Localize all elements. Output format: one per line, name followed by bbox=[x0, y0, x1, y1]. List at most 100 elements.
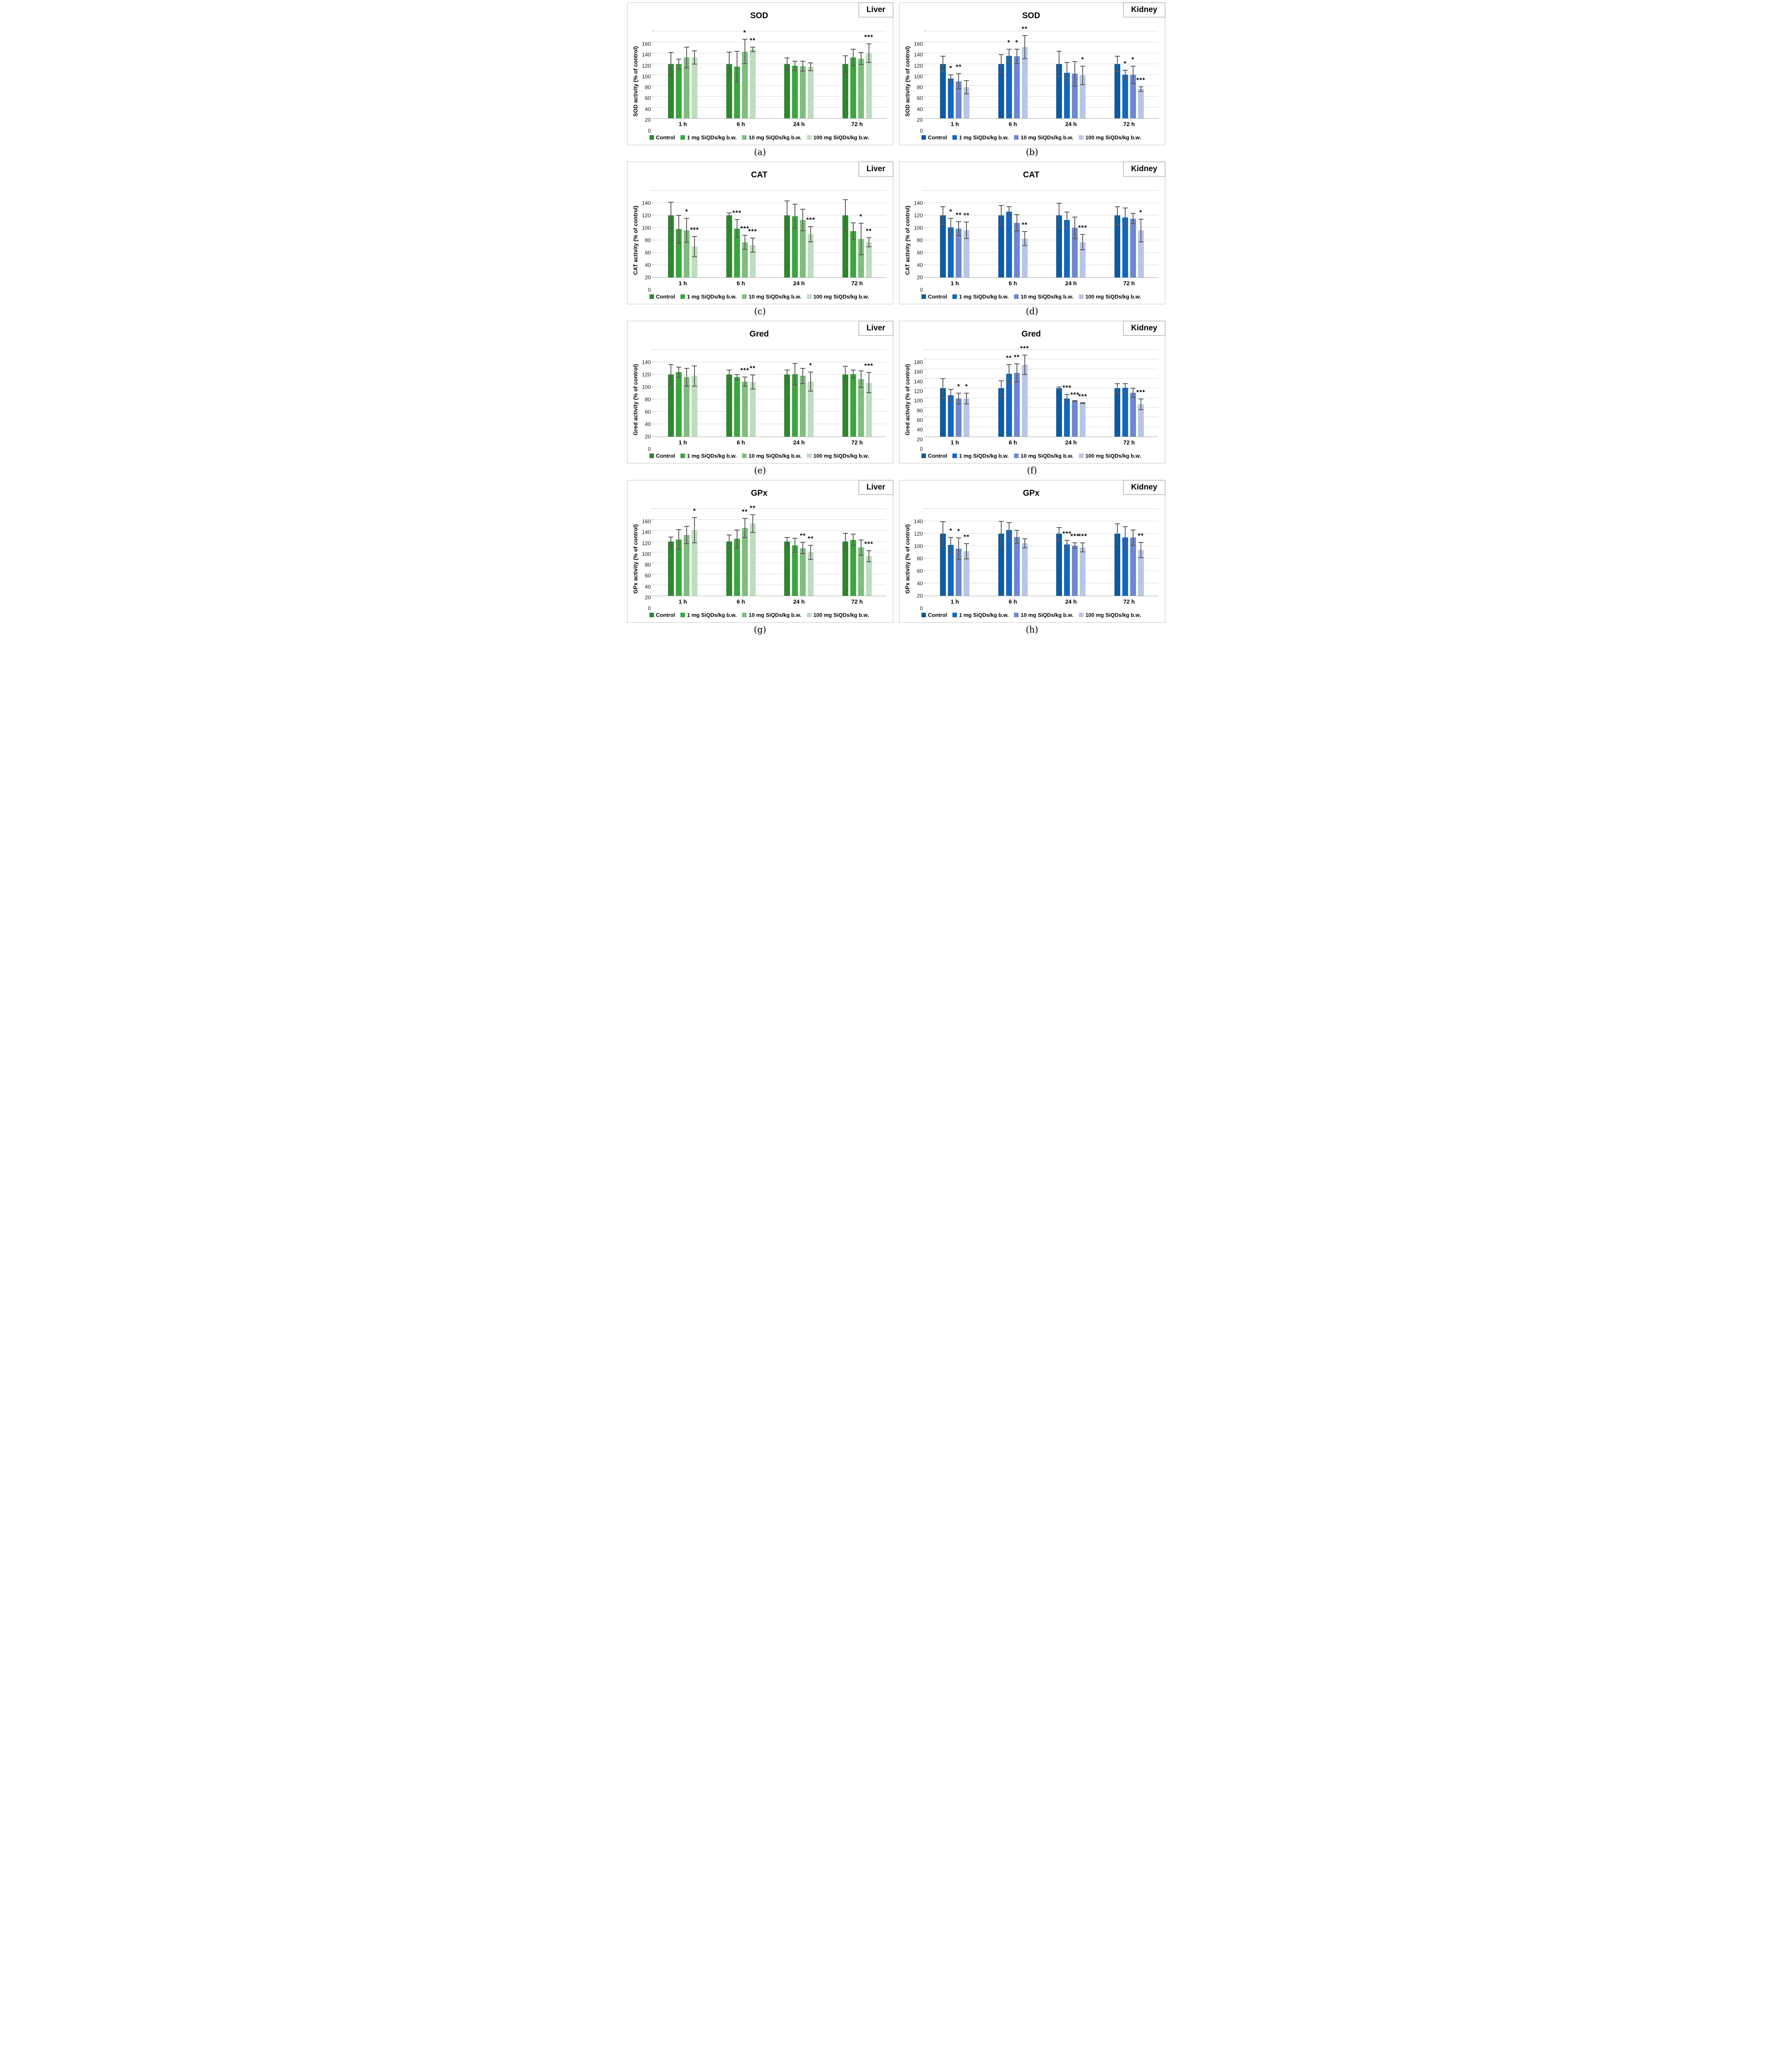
bar bbox=[749, 49, 756, 118]
bar bbox=[964, 551, 970, 596]
y-axis-title: SOD activity (% of control) bbox=[904, 46, 911, 117]
legend-item: 1 mg SiQDs/kg b.w. bbox=[952, 453, 1009, 459]
error-bar bbox=[792, 363, 798, 385]
x-category-label: 1 h bbox=[950, 121, 959, 127]
bar bbox=[784, 64, 790, 118]
error-bar bbox=[1057, 527, 1062, 541]
panel-f: Gred Kidney Gred activity (% of control)… bbox=[899, 321, 1165, 463]
y-tick-mark bbox=[651, 436, 654, 437]
panel-cell-c: CAT Liver CAT activity (% of control) 0 2… bbox=[627, 162, 893, 320]
plot-area: * ** * * ** * * * *** bbox=[923, 26, 1158, 119]
bar bbox=[734, 228, 740, 277]
y-tick-label: 40 bbox=[917, 262, 923, 268]
error-bar bbox=[734, 51, 740, 83]
y-tick-label: 160 bbox=[914, 368, 923, 375]
panel-header: GPx Liver bbox=[632, 480, 893, 501]
gridline bbox=[926, 190, 1158, 191]
panel-b: SOD Kidney SOD activity (% of control) 0… bbox=[899, 2, 1165, 145]
chart-title: Gred bbox=[749, 330, 769, 339]
legend-label: 10 mg SiQDs/kg b.w. bbox=[749, 134, 802, 141]
y-tick-label: 0 bbox=[920, 127, 923, 134]
significance-marker: * bbox=[1007, 39, 1011, 46]
error-bar bbox=[842, 366, 848, 383]
bar bbox=[1006, 56, 1012, 118]
legend-swatch bbox=[1079, 454, 1083, 458]
legend-label: 1 mg SiQDs/kg b.w. bbox=[687, 294, 737, 300]
significance-marker: ** bbox=[1138, 532, 1144, 540]
legend-item: 100 mg SiQDs/kg b.w. bbox=[1079, 612, 1141, 618]
y-tick-mark bbox=[923, 190, 926, 191]
y-tick-mark bbox=[651, 252, 654, 253]
y-tick-label: 20 bbox=[917, 274, 923, 281]
error-bar bbox=[940, 56, 946, 72]
bar bbox=[734, 539, 740, 596]
gridline bbox=[654, 74, 886, 75]
bar bbox=[1021, 238, 1028, 277]
y-tick-mark bbox=[651, 411, 654, 412]
y-tick-label: 140 bbox=[642, 359, 651, 365]
y-axis-title: Gred activity (% of control) bbox=[904, 364, 911, 435]
bar bbox=[948, 545, 954, 596]
error-bar bbox=[948, 537, 954, 553]
bar bbox=[684, 535, 690, 596]
y-tick-label: 20 bbox=[645, 594, 651, 601]
bar bbox=[749, 245, 756, 277]
significance-marker: * bbox=[693, 507, 696, 515]
gridline bbox=[654, 96, 886, 97]
legend-swatch bbox=[807, 294, 811, 299]
bar bbox=[749, 382, 756, 437]
bar bbox=[692, 530, 698, 596]
panel-cell-b: SOD Kidney SOD activity (% of control) 0… bbox=[899, 2, 1165, 161]
error-bar bbox=[1122, 207, 1128, 227]
y-tick-label: 20 bbox=[917, 592, 923, 599]
gridline bbox=[654, 227, 886, 228]
y-tick-label: 20 bbox=[645, 433, 651, 440]
y-tick-label: 20 bbox=[645, 117, 651, 123]
x-category-label: 1 h bbox=[950, 439, 959, 446]
panel-caption: (f) bbox=[1027, 466, 1037, 475]
gridline bbox=[926, 349, 1158, 350]
bar bbox=[1064, 398, 1070, 437]
panel-caption: (h) bbox=[1026, 625, 1038, 635]
x-category-label: 1 h bbox=[678, 280, 687, 287]
gridline bbox=[926, 85, 1158, 86]
significance-marker: ** bbox=[749, 37, 756, 44]
x-category-label: 1 h bbox=[950, 598, 959, 605]
y-tick-labels: 0 20 40 60 80 100 120 140 bbox=[640, 350, 654, 452]
error-bar bbox=[964, 392, 969, 404]
panel-header: CAT Kidney bbox=[904, 162, 1165, 183]
bar bbox=[866, 242, 872, 277]
panel-header: SOD Kidney bbox=[904, 2, 1165, 24]
x-category-label: 72 h bbox=[1123, 598, 1135, 605]
error-bar bbox=[742, 518, 747, 538]
bar bbox=[676, 64, 682, 118]
significance-marker: * bbox=[949, 527, 952, 535]
bar bbox=[1080, 75, 1086, 118]
chart: SOD activity (% of control) 0 20 40 60 80 100… bbox=[904, 26, 1159, 134]
significance-marker: *** bbox=[690, 226, 699, 234]
chart: Gred activity (% of control) 0 20 40 60 80 10… bbox=[904, 345, 1159, 452]
error-bar bbox=[1130, 388, 1136, 398]
significance-marker: *** bbox=[864, 540, 873, 548]
error-bar bbox=[1080, 542, 1086, 552]
legend-swatch bbox=[952, 454, 957, 458]
error-bar bbox=[998, 380, 1004, 397]
y-tick-label: 60 bbox=[645, 249, 651, 256]
significance-marker: ** bbox=[742, 509, 748, 516]
legend-item: 1 mg SiQDs/kg b.w. bbox=[680, 453, 737, 459]
error-bar bbox=[668, 52, 674, 76]
y-tick-label: 120 bbox=[914, 62, 923, 69]
bar bbox=[1122, 537, 1128, 596]
legend-label: 10 mg SiQDs/kg b.w. bbox=[1021, 294, 1074, 300]
x-axis-labels: 1 h 6 h 24 h 72 h bbox=[926, 121, 1158, 131]
y-tick-label: 0 bbox=[920, 605, 923, 611]
x-category-label: 6 h bbox=[737, 280, 745, 287]
legend-label: 10 mg SiQDs/kg b.w. bbox=[1021, 134, 1074, 141]
figure-page: SOD Liver SOD activity (% of control) 0 2… bbox=[626, 0, 1166, 641]
error-bar bbox=[734, 529, 740, 548]
bar bbox=[1130, 537, 1136, 596]
legend-item: 10 mg SiQDs/kg b.w. bbox=[1014, 612, 1074, 618]
bar bbox=[956, 81, 962, 118]
